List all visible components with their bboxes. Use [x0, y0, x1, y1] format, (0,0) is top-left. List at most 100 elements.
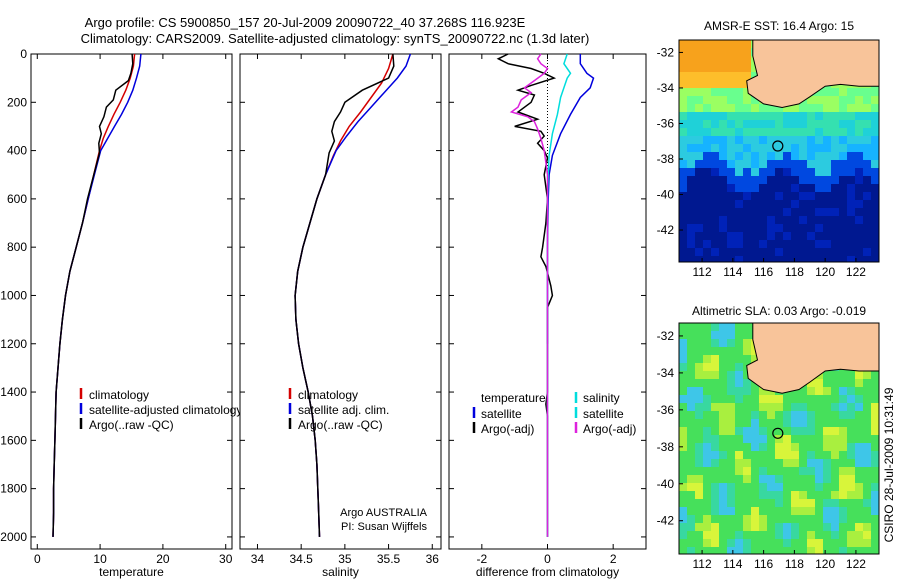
- sla_map-cell: [735, 387, 744, 396]
- sst_map-cell: [703, 128, 712, 137]
- sst_map-cell: [823, 224, 832, 233]
- sst_map-cell: [735, 240, 744, 249]
- sla_map-cell: [823, 515, 832, 524]
- sst_map-cell: [695, 248, 704, 257]
- sst_map-cell: [791, 176, 800, 185]
- sla_map-cell: [687, 459, 696, 468]
- sst_map-cell: [695, 80, 704, 89]
- sst_map-cell: [783, 112, 792, 121]
- sst_map-cell: [823, 104, 832, 113]
- sla_map-cell: [727, 467, 736, 476]
- sla_map-cell: [679, 403, 688, 412]
- sst_map-cell: [751, 192, 760, 201]
- sst_map-cell: [711, 184, 720, 193]
- sst_map-cell: [783, 120, 792, 129]
- sst_map-cell: [687, 72, 696, 81]
- sst_map-cell: [799, 104, 808, 113]
- sst_map-cell: [751, 256, 760, 262]
- sst_map-cell: [743, 200, 752, 209]
- sst_map-cell: [847, 248, 856, 257]
- sla_map-cell: [847, 443, 856, 452]
- sla_map-cell: [855, 459, 864, 468]
- sst_map-cell: [687, 56, 696, 65]
- sst_map-cell: [815, 112, 824, 121]
- sla_map-cell: [863, 451, 872, 460]
- sla_map-cell: [871, 387, 879, 396]
- sst_map-cell: [703, 216, 712, 225]
- sla_map-cell: [719, 323, 728, 332]
- sst_map-cell: [855, 224, 864, 233]
- sla_map-cell: [735, 467, 744, 476]
- sla_map-cell: [695, 483, 704, 492]
- sla_map-cell: [687, 467, 696, 476]
- sst_map-cell: [767, 128, 776, 137]
- sla_map-cell: [839, 403, 848, 412]
- sst_map-ytick-label: -36: [657, 116, 675, 130]
- sla_map-cell: [799, 435, 808, 444]
- sst_map-cell: [751, 120, 760, 129]
- sst_map-cell: [791, 200, 800, 209]
- sla_map-cell: [759, 387, 768, 396]
- sst_map-cell: [823, 160, 832, 169]
- sla_map-cell: [855, 427, 864, 436]
- sla_map-cell: [855, 539, 864, 548]
- sst_map-cell: [815, 184, 824, 193]
- sst_map-cell: [735, 112, 744, 121]
- sla_map-cell: [791, 483, 800, 492]
- sla_map-cell: [711, 531, 720, 540]
- sst_map-cell: [743, 96, 752, 105]
- sst_map-cell: [679, 184, 688, 193]
- sla_map-cell: [679, 531, 688, 540]
- sla_map-cell: [815, 419, 824, 428]
- sla_map-cell: [751, 419, 760, 428]
- sla_map-cell: [823, 403, 832, 412]
- sla_map-cell: [855, 435, 864, 444]
- sst_map-cell: [759, 152, 768, 161]
- sla_map-cell: [687, 419, 696, 428]
- sla_map-cell: [687, 435, 696, 444]
- sst_map-cell: [743, 136, 752, 145]
- sla_map-cell: [799, 403, 808, 412]
- sla_map-cell: [743, 451, 752, 460]
- sla_map-cell: [735, 403, 744, 412]
- sla_map-cell: [751, 355, 760, 364]
- sst_map-cell: [823, 96, 832, 105]
- sla_map-cell: [871, 491, 879, 500]
- sst_map-cell: [855, 256, 864, 262]
- sla_map-cell: [751, 467, 760, 476]
- sla_map-cell: [711, 427, 720, 436]
- sla_map-cell: [775, 459, 784, 468]
- sst_map-cell: [719, 184, 728, 193]
- sla_map-cell: [727, 539, 736, 548]
- sla_map-cell: [863, 539, 872, 548]
- sla_map-cell: [767, 499, 776, 508]
- sst_map-cell: [687, 192, 696, 201]
- sst_map-cell: [815, 248, 824, 257]
- sst_map-cell: [791, 160, 800, 169]
- sst_map-cell: [679, 112, 688, 121]
- sla_map-cell: [783, 451, 792, 460]
- sst_map-cell: [703, 64, 712, 73]
- sst_map-cell: [799, 152, 808, 161]
- sst_map-cell: [711, 232, 720, 241]
- sst_map-cell: [839, 128, 848, 137]
- sst_map-cell: [775, 216, 784, 225]
- sla_map-cell: [791, 435, 800, 444]
- sla_map-cell: [711, 363, 720, 372]
- sla_map-cell: [735, 459, 744, 468]
- sst_map-cell: [871, 248, 879, 257]
- sla_map-cell: [775, 427, 784, 436]
- sst_map-cell: [703, 96, 712, 105]
- sla_map-cell: [695, 539, 704, 548]
- sla_map-cell: [799, 387, 808, 396]
- sst_map-cell: [823, 88, 832, 97]
- sla_map-cell: [775, 507, 784, 516]
- sla_map-cell: [807, 419, 816, 428]
- sla_map-cell: [751, 539, 760, 548]
- sst_map-cell: [799, 240, 808, 249]
- sst_map-cell: [727, 144, 736, 153]
- sla_map-cell: [823, 443, 832, 452]
- sla_map-cell: [783, 427, 792, 436]
- sst_map-cell: [743, 120, 752, 129]
- depth-tick-label: 1400: [0, 385, 27, 399]
